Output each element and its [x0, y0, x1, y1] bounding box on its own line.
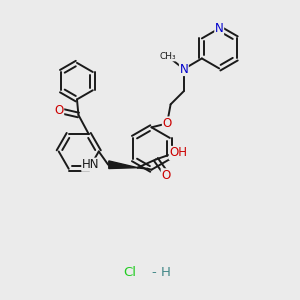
- Polygon shape: [109, 161, 138, 169]
- Text: N: N: [179, 62, 188, 76]
- Text: CH₃: CH₃: [159, 52, 176, 61]
- Text: N: N: [215, 22, 224, 35]
- Text: O: O: [161, 169, 170, 182]
- Text: - H: - H: [152, 266, 171, 279]
- Text: Cl: Cl: [123, 266, 136, 279]
- Text: O: O: [54, 104, 64, 117]
- Text: O: O: [163, 117, 172, 130]
- Text: OH: OH: [169, 146, 187, 159]
- Text: HN: HN: [82, 158, 99, 171]
